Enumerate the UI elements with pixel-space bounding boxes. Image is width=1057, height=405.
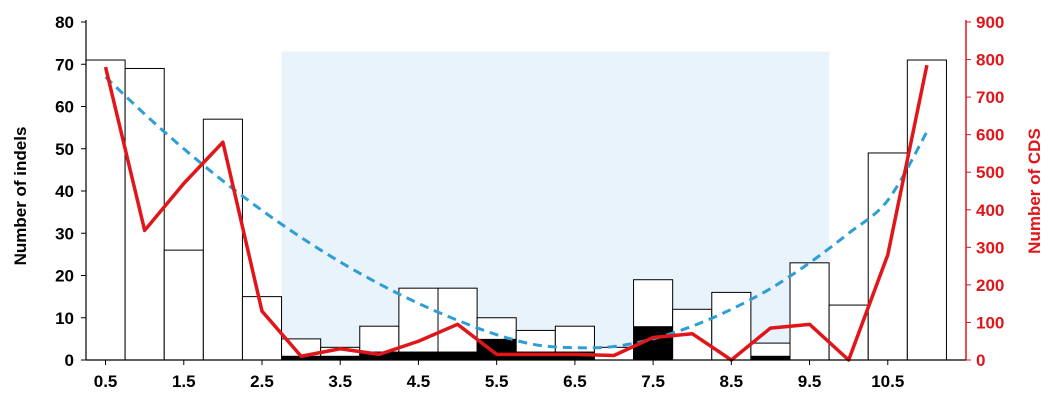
y-tick-left-label: 20: [55, 267, 74, 286]
x-tick-label: 0.5: [94, 372, 118, 391]
y-tick-right-label: 200: [976, 276, 1004, 295]
y-tick-left-label: 40: [55, 182, 74, 201]
y-ticks-left: 0 10 20 30 40 50 60 70 80: [55, 13, 86, 370]
trend-line: [104, 75, 929, 350]
y-axis-left-title: Number of indels: [11, 127, 30, 266]
x-tick-label: 3.5: [328, 372, 352, 391]
indel-black-bar: [750, 355, 790, 360]
indel-bar: [398, 287, 439, 361]
y-tick-right-label: 800: [976, 51, 1004, 70]
x-tick-label: 10.5: [871, 372, 904, 391]
x-tick-label: 2.5: [250, 372, 274, 391]
x-tick-label: 7.5: [641, 372, 665, 391]
x-tick-label: 4.5: [407, 372, 431, 391]
x-tick-label: 6.5: [563, 372, 587, 391]
y-tick-right-label: 900: [976, 13, 1004, 32]
y-tick-left-label: 60: [55, 98, 74, 117]
y-tick-right-label: 100: [976, 313, 1004, 332]
indel-bar: [163, 249, 204, 361]
x-tick-label: 9.5: [798, 372, 822, 391]
indel-bar: [85, 59, 126, 361]
indel-bar: [906, 59, 947, 361]
y-tick-left-label: 70: [55, 55, 74, 74]
y-tick-right-label: 600: [976, 126, 1004, 145]
y-tick-left-label: 50: [55, 140, 74, 159]
indel-black-bar: [438, 351, 478, 360]
y-tick-left-label: 30: [55, 224, 74, 243]
y-tick-right-label: 300: [976, 238, 1004, 257]
x-tick-label: 1.5: [172, 372, 196, 391]
y-tick-right-label: 700: [976, 88, 1004, 107]
y-tick-left-label: 80: [55, 13, 74, 32]
y-tick-left-label: 0: [65, 351, 74, 370]
y-axis-right-title: Number of CDS: [1025, 128, 1044, 254]
y-tick-right-label: 0: [976, 351, 985, 370]
y-tick-left-label: 10: [55, 309, 74, 328]
y-tick-right-label: 400: [976, 201, 1004, 220]
y-tick-right-label: 500: [976, 163, 1004, 182]
indel-bar: [828, 304, 869, 361]
y-ticks-right: 0 100 200 300 400 500 600 700 800 900: [966, 13, 1004, 370]
x-tick-label: 5.5: [485, 372, 509, 391]
x-ticks: 0.5 1.5 2.5 3.5 4.5 5.5 6.5 7.5 8.5 9.5 10.5: [94, 360, 904, 391]
indel-black-bar: [398, 351, 438, 360]
x-tick-label: 8.5: [720, 372, 744, 391]
cds-line: [103, 64, 929, 362]
indel-black-bar: [320, 355, 360, 360]
indel-bar: [789, 262, 830, 361]
